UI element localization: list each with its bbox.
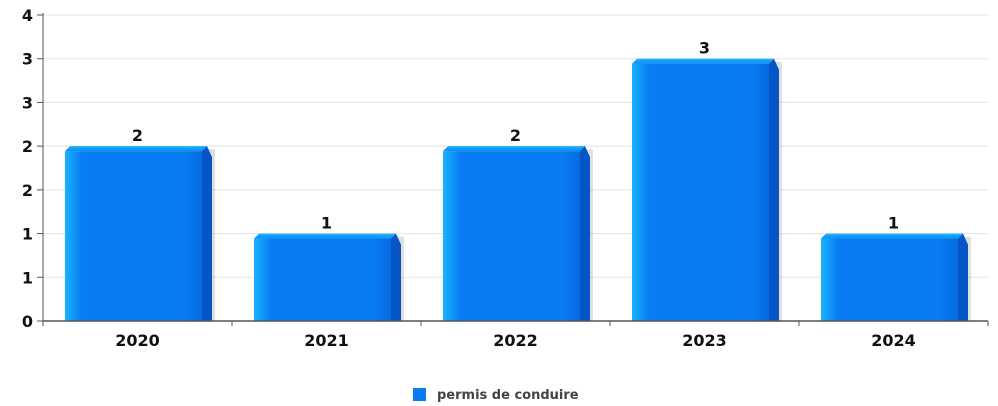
bar-front	[254, 238, 393, 321]
bar	[821, 233, 971, 321]
legend: permis de conduire	[413, 388, 579, 403]
y-tick-label: 1	[22, 268, 33, 287]
bar-side	[769, 58, 779, 321]
x-tick-label: 2021	[304, 331, 349, 350]
bar	[632, 58, 782, 321]
legend-label: permis de conduire	[437, 388, 579, 403]
bars	[65, 58, 971, 321]
bar-front	[821, 238, 960, 321]
labels: 2 2020 1 2021 2 2022 3 2023 1 2024	[115, 39, 916, 350]
bar-front	[65, 151, 204, 321]
bar-side	[391, 233, 401, 321]
y-tick-label: 0	[22, 312, 33, 331]
data-label: 1	[321, 214, 332, 233]
x-tick-label: 2020	[115, 331, 160, 350]
y-tick-label: 3	[22, 50, 33, 69]
y-tick-label: 4	[22, 6, 33, 25]
bar	[65, 146, 215, 321]
bar-front	[632, 63, 771, 321]
axes: 0 1 1 2 2 3 3 4	[22, 6, 989, 331]
bar-side	[580, 146, 590, 321]
bar-top	[65, 146, 207, 152]
x-tick-label: 2023	[682, 331, 727, 350]
data-label: 1	[888, 214, 899, 233]
bar-side	[202, 146, 212, 321]
bar-top	[254, 233, 396, 239]
bar	[254, 233, 404, 321]
data-label: 2	[510, 126, 521, 145]
y-tick-label: 3	[22, 93, 33, 112]
bar-top	[443, 146, 585, 152]
y-tick-label: 1	[22, 225, 33, 244]
bar-front	[443, 151, 582, 321]
y-tick-label: 2	[22, 137, 33, 156]
bar-side	[958, 233, 968, 321]
data-label: 2	[132, 126, 143, 145]
bar	[443, 146, 593, 321]
legend-swatch	[413, 388, 426, 401]
x-tick-label: 2022	[493, 331, 538, 350]
y-tick-label: 2	[22, 181, 33, 200]
data-label: 3	[699, 39, 710, 58]
bar-top	[632, 58, 774, 64]
x-tick-label: 2024	[871, 331, 916, 350]
bar-top	[821, 233, 963, 239]
